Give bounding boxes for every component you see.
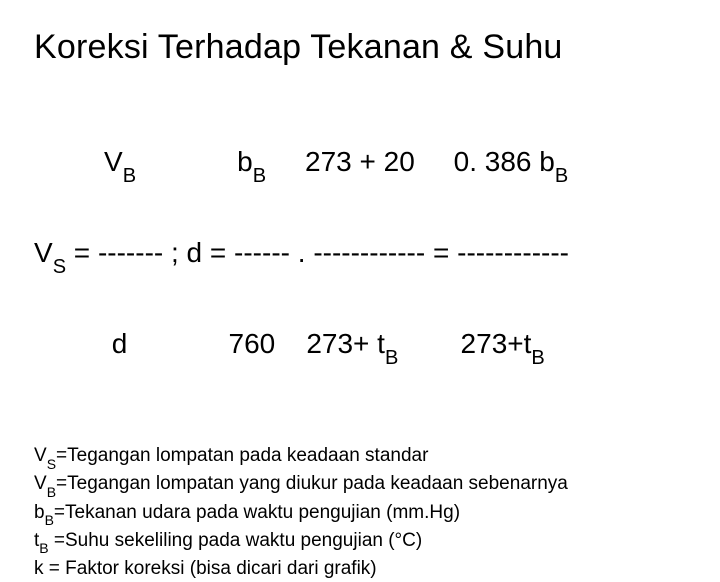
formula-line-2: VS = ------- ; d = ------ . ------------… bbox=[34, 231, 686, 279]
txt: b bbox=[136, 146, 253, 177]
txt: = ------- ; d = ------ . ------------ = … bbox=[66, 237, 569, 268]
def-text: =Tekanan udara pada waktu pengujian (mm.… bbox=[54, 502, 460, 523]
txt: d 760 273+ t bbox=[34, 328, 385, 359]
txt: 273 + 20 0. 386 b bbox=[266, 146, 555, 177]
subscript: B bbox=[47, 484, 56, 500]
txt: 273+t bbox=[398, 328, 531, 359]
definition-line: VS=Tegangan lompatan pada keadaan standa… bbox=[34, 443, 686, 471]
subscript: B bbox=[385, 347, 398, 369]
def-symbol: V bbox=[34, 445, 47, 466]
subscript: B bbox=[555, 165, 568, 187]
def-symbol: b bbox=[34, 502, 45, 523]
def-text: k = Faktor koreksi (bisa dicari dari gra… bbox=[34, 558, 377, 579]
subscript: B bbox=[253, 165, 266, 187]
subscript: S bbox=[47, 456, 56, 472]
def-text: =Tegangan lompatan pada keadaan standar bbox=[56, 445, 428, 466]
formula-block: VB bB 273 + 20 0. 386 bB VS = ------- ; … bbox=[34, 97, 686, 413]
formula-line-1: VB bB 273 + 20 0. 386 bB bbox=[34, 140, 686, 188]
formula-line-3: d 760 273+ tB 273+tB bbox=[34, 322, 686, 370]
def-text: =Tegangan lompatan yang diukur pada kead… bbox=[56, 473, 568, 494]
def-text: =Suhu sekeliling pada waktu pengujian (°… bbox=[49, 530, 423, 551]
subscript: B bbox=[123, 165, 136, 187]
subscript: S bbox=[53, 256, 66, 278]
definition-line: bB=Tekanan udara pada waktu pengujian (m… bbox=[34, 500, 686, 528]
subscript: B bbox=[531, 347, 544, 369]
txt: V bbox=[34, 146, 123, 177]
definitions-block: VS=Tegangan lompatan pada keadaan standa… bbox=[34, 443, 686, 582]
subscript: B bbox=[45, 512, 54, 528]
def-symbol: V bbox=[34, 473, 47, 494]
definition-line: k = Faktor koreksi (bisa dicari dari gra… bbox=[34, 556, 686, 582]
definition-line: tB =Suhu sekeliling pada waktu pengujian… bbox=[34, 528, 686, 556]
subscript: B bbox=[39, 540, 48, 556]
definition-line: VB=Tegangan lompatan yang diukur pada ke… bbox=[34, 471, 686, 499]
page-title: Koreksi Terhadap Tekanan & Suhu bbox=[34, 28, 686, 67]
txt: V bbox=[34, 237, 53, 268]
